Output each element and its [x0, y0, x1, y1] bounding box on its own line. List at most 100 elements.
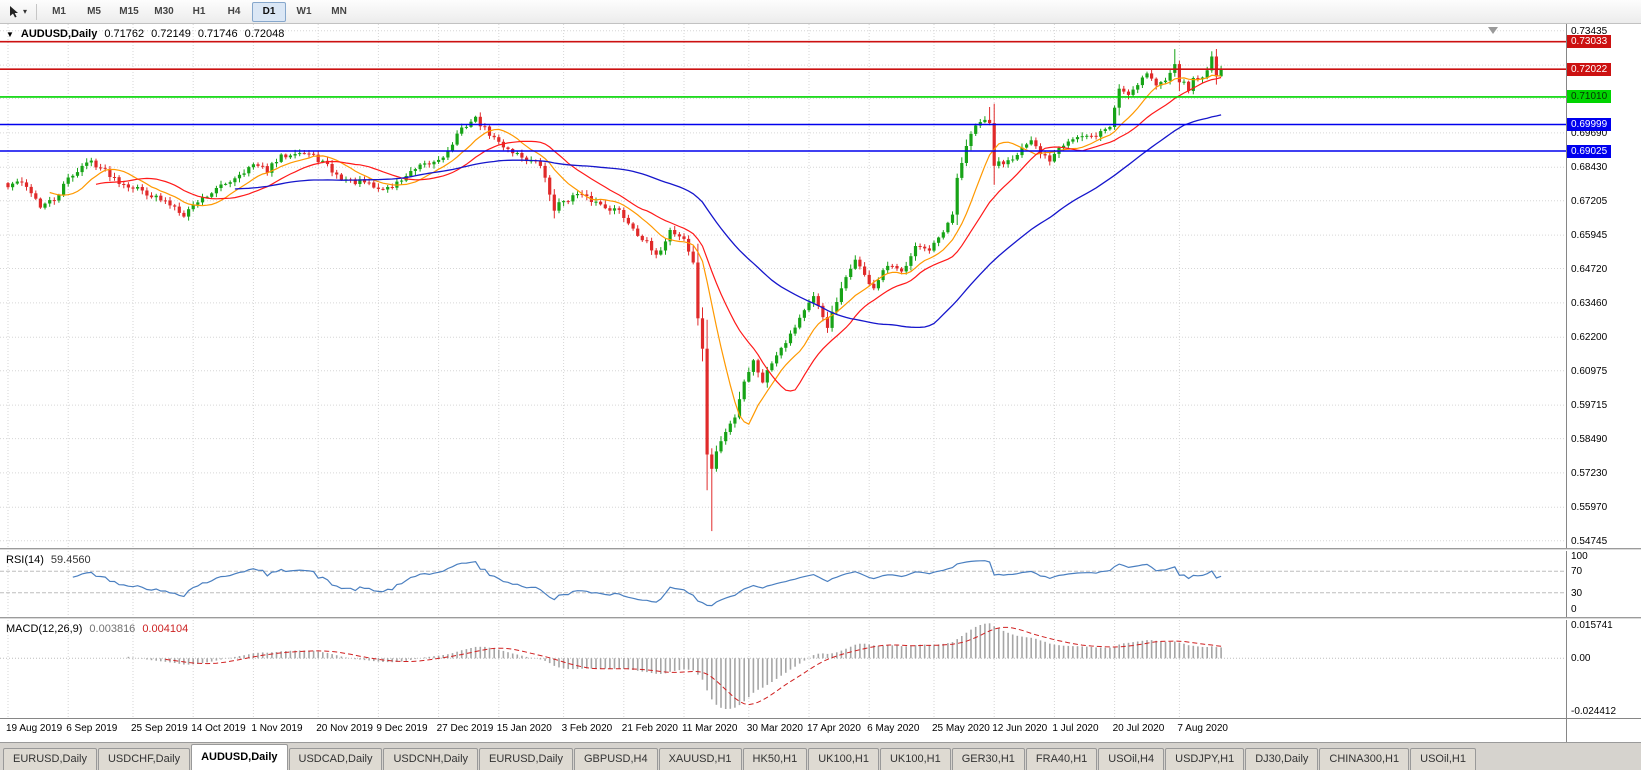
cursor-arrow-icon	[10, 5, 18, 17]
price-axis[interactable]: 0.73435 0.69690 0.68430 0.67205 0.65945 0.647…	[1566, 24, 1641, 548]
chart-tabs-bar: EURUSD,Daily USDCHF,Daily AUDUSD,Daily USDC…	[0, 742, 1641, 770]
sma20-line	[95, 76, 1222, 392]
macd-axis-label: -0.024412	[1571, 706, 1617, 717]
chart-tab-uk100-h1[interactable]: UK100,H1	[879, 748, 951, 770]
rsi-axis-label: 70	[1571, 566, 1583, 578]
chart-tab-usoil-h1[interactable]: USOil,H1	[1410, 748, 1476, 770]
macd-label: MACD(12,26,9) 0.003816 0.004104	[6, 623, 188, 635]
time-axis-label: 1 Nov 2019	[251, 723, 303, 734]
price-line-badge-0.71010[interactable]: 0.71010	[1567, 90, 1612, 104]
chart-tab-audusd-daily[interactable]: AUDUSD,Daily	[191, 744, 288, 770]
time-axis-label: 9 Dec 2019	[376, 723, 428, 734]
price-axis-label: 0.65945	[1571, 230, 1608, 242]
rsi-line	[72, 560, 1222, 607]
chart-tab-fra40-h1[interactable]: FRA40,H1	[1025, 748, 1098, 770]
chart-tab-hk50-h1[interactable]: HK50,H1	[742, 748, 808, 770]
price-axis-label: 0.62200	[1571, 332, 1608, 344]
chart-tab-xauusd-h1[interactable]: XAUUSD,H1	[658, 748, 742, 770]
macd-main-value: 0.003816	[89, 623, 136, 635]
timeframe-button-m30[interactable]: M30	[154, 6, 174, 17]
chart-symbol-label: AUDUSD,Daily	[20, 28, 98, 40]
time-axis-label: 25 Sep 2019	[131, 723, 188, 734]
chart-title: ▼ AUDUSD,Daily 0.71762 0.72149 0.71746 0…	[6, 28, 284, 40]
chart-tab-usdjpy-h1[interactable]: USDJPY,H1	[1165, 748, 1245, 770]
chart-tab-china300-h1[interactable]: CHINA300,H1	[1319, 748, 1410, 770]
price-axis-label: 0.64720	[1571, 263, 1608, 275]
macd-axis[interactable]: 0.015741 0.00 -0.024412	[1566, 620, 1641, 718]
time-axis-label: 25 May 2020	[932, 723, 990, 734]
price-chart-svg	[0, 24, 1566, 548]
price-line-badge-0.73033[interactable]: 0.73033	[1567, 35, 1612, 49]
chart-tab-usdcnh-daily[interactable]: USDCNH,Daily	[383, 748, 479, 770]
chart-tab-usdcad-daily[interactable]: USDCAD,Daily	[288, 748, 383, 770]
time-axis[interactable]: 19 Aug 2019 6 Sep 2019 25 Sep 2019 14 Oct 2…	[0, 718, 1566, 742]
time-axis-label: 27 Dec 2019	[436, 723, 494, 734]
time-axis-label: 11 Mar 2020	[681, 723, 738, 734]
sma50-line	[234, 114, 1222, 329]
time-axis-label: 6 Sep 2019	[66, 723, 118, 734]
timeframe-button-h4[interactable]: H4	[227, 6, 241, 17]
time-axis-label: 1 Jul 2020	[1052, 723, 1099, 734]
macd-axis-label: 0.00	[1571, 653, 1591, 665]
price-axis-label: 0.73435	[1571, 25, 1608, 37]
macd-axis-label: 0.015741	[1571, 620, 1613, 631]
time-axis-label: 3 Feb 2020	[561, 723, 613, 734]
timeframe-button-m15[interactable]: M15	[119, 6, 139, 17]
time-axis-label: 19 Aug 2019	[6, 723, 63, 734]
timeframe-buttons: M1 M5 M15 M30 H1 H4 D1 W1 MN	[42, 1, 356, 22]
price-axis-label: 0.59715	[1571, 400, 1608, 412]
pane-divider-rsi[interactable]	[0, 548, 1641, 551]
price-axis-label: 0.55970	[1571, 502, 1608, 514]
price-line-badge-0.69999[interactable]: 0.69999	[1567, 117, 1612, 131]
chart-tab-usdchf-daily[interactable]: USDCHF,Daily	[97, 748, 191, 770]
time-axis-label: 20 Nov 2019	[316, 723, 373, 734]
time-axis-label: 7 Aug 2020	[1177, 723, 1228, 734]
price-axis-label: 0.60975	[1571, 365, 1608, 377]
rsi-axis-label: 0	[1571, 604, 1577, 615]
price-line-badge-0.69025[interactable]: 0.69025	[1567, 144, 1612, 158]
price-axis-label: 0.63460	[1571, 297, 1608, 309]
time-axis-label: 15 Jan 2020	[496, 723, 552, 734]
time-axis-label: 14 Oct 2019	[191, 723, 246, 734]
time-axis-label: 30 Mar 2020	[746, 723, 803, 734]
price-axis-label: 0.69690	[1571, 127, 1608, 139]
macd-signal-value: 0.004104	[142, 623, 189, 635]
ohlc-open: 0.71762	[104, 28, 145, 40]
pane-divider-macd[interactable]	[0, 617, 1641, 620]
rsi-pane[interactable]: RSI(14) 59.4560	[0, 551, 1566, 617]
ohlc-close: 0.72048	[244, 28, 285, 40]
chart-tab-gbpusd-h4[interactable]: GBPUSD,H4	[574, 748, 658, 770]
cursor-tool-button[interactable]: ▾	[4, 2, 31, 22]
time-axis-label: 12 Jun 2020	[992, 723, 1048, 734]
chart-tab-dj30-daily[interactable]: DJ30,Daily	[1245, 748, 1319, 770]
toolbar-separator	[36, 3, 38, 20]
rsi-value: 59.4560	[50, 554, 91, 566]
rsi-axis-label: 100	[1571, 551, 1588, 562]
rsi-axis[interactable]: 100 70 30 0	[1566, 551, 1641, 617]
chart-tab-eurusd-daily[interactable]: EURUSD,Daily	[479, 748, 573, 770]
time-axis-label: 17 Apr 2020	[806, 723, 861, 734]
toolbar: ▾ M1 M5 M15 M30 H1 H4 D1 W1 MN	[0, 0, 1641, 24]
chart-tab-uk100-h1[interactable]: UK100,H1	[808, 748, 879, 770]
rsi-svg	[0, 551, 1566, 617]
price-chart-pane[interactable]: ▼ AUDUSD,Daily 0.71762 0.72149 0.71746 0…	[0, 24, 1566, 548]
timeframe-button-d1[interactable]: D1	[252, 1, 287, 22]
axis-corner	[1566, 718, 1641, 742]
price-line-badge-0.72022[interactable]: 0.72022	[1567, 62, 1612, 76]
timeframe-button-m1[interactable]: M1	[52, 6, 66, 17]
time-axis-label: 6 May 2020	[867, 723, 920, 734]
timeframe-button-h1[interactable]: H1	[192, 6, 206, 17]
chart-tab-eurusd-daily[interactable]: EURUSD,Daily	[3, 748, 97, 770]
macd-pane[interactable]: MACD(12,26,9) 0.003816 0.004104	[0, 620, 1566, 718]
chart-menu-icon[interactable]: ▼	[6, 29, 14, 39]
timeframe-button-w1[interactable]: W1	[296, 6, 312, 17]
rsi-axis-label: 30	[1571, 587, 1583, 599]
timeframe-button-mn[interactable]: MN	[331, 6, 347, 17]
ohlc-high: 0.72149	[151, 28, 191, 40]
macd-name: MACD(12,26,9)	[6, 623, 83, 635]
chart-tab-ger30-h1[interactable]: GER30,H1	[951, 748, 1025, 770]
timeframe-button-m5[interactable]: M5	[87, 6, 101, 17]
candles	[6, 49, 1223, 532]
chart-tab-usoil-h4[interactable]: USOil,H4	[1098, 748, 1165, 770]
